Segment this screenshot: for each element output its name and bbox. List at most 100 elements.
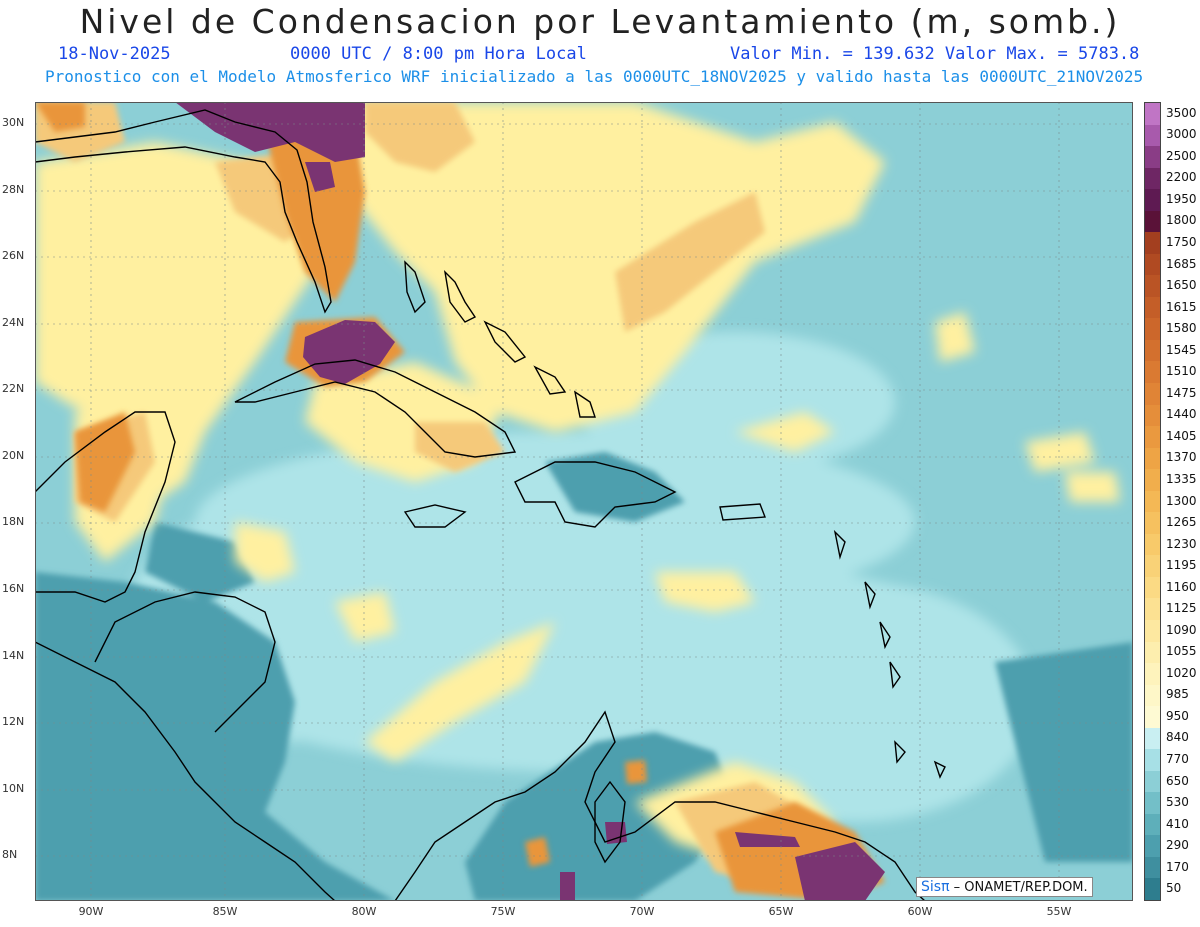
yellow-field <box>35 102 1120 862</box>
colorbar-segment <box>1145 404 1160 427</box>
colorbar-label: 1195 <box>1166 558 1197 573</box>
colorbar-segment <box>1145 447 1160 470</box>
colorbar-label: 1545 <box>1166 342 1197 357</box>
colorbar-segment <box>1145 512 1160 535</box>
colorbar-label: 985 <box>1166 687 1189 702</box>
lat-label: 10N <box>2 782 25 795</box>
colorbar-segment <box>1145 339 1160 362</box>
colorbar-segment <box>1145 641 1160 664</box>
colorbar-segment <box>1145 598 1160 621</box>
map-title: Nivel de Condensacion por Levantamiento … <box>79 2 1121 41</box>
colorbar-label: 1650 <box>1166 278 1197 293</box>
colorbar-segment <box>1145 318 1160 341</box>
lat-label: 12N <box>2 715 25 728</box>
colorbar-label: 1125 <box>1166 601 1197 616</box>
colorbar-segment <box>1145 727 1160 750</box>
colorbar-segment <box>1145 275 1160 298</box>
colorbar-label: 3000 <box>1166 127 1197 142</box>
colorbar-label: 1750 <box>1166 235 1197 249</box>
colorbar-label: 1475 <box>1166 385 1197 400</box>
colorbar-label: 290 <box>1166 838 1189 853</box>
sispi-logo: Sisπ <box>921 879 950 895</box>
colorbar-segment <box>1145 383 1160 406</box>
colorbar-segment <box>1145 296 1160 319</box>
lat-label: 30N <box>2 116 25 129</box>
colorbar-label: 1615 <box>1166 299 1197 314</box>
min-max-label: Valor Min. = 139.632 Valor Max. = 5783.8 <box>730 44 1140 64</box>
colorbar-label: 1510 <box>1166 364 1197 379</box>
colorbar-label: 2500 <box>1166 148 1197 163</box>
colorbar-label: 1800 <box>1166 213 1197 228</box>
colorbar-label: 1265 <box>1166 515 1197 530</box>
colorbar-label: 410 <box>1166 816 1189 831</box>
colorbar-segment <box>1145 490 1160 513</box>
colorbar-label: 1370 <box>1166 450 1197 465</box>
colorbar-label: 170 <box>1166 859 1189 874</box>
colorbar-label: 1160 <box>1166 579 1197 594</box>
colorbar-segment <box>1145 232 1160 255</box>
colorbar-segment <box>1145 253 1160 276</box>
colorbar-segment <box>1145 533 1160 556</box>
colorbar-label: 50 <box>1166 881 1182 896</box>
lat-label: 26N <box>2 249 25 262</box>
colorbar-label: 1230 <box>1166 536 1197 551</box>
lon-label: 65W <box>768 905 794 918</box>
colorbar-label: 1580 <box>1166 321 1197 336</box>
colorbar-label: 1405 <box>1166 428 1197 443</box>
colorbar-label: 1055 <box>1166 644 1197 659</box>
lon-label: 85W <box>212 905 238 918</box>
colorbar-label: 950 <box>1166 708 1189 723</box>
colorbar-segment <box>1145 103 1160 126</box>
colorbar-label: 1300 <box>1166 493 1197 508</box>
colorbar-segment <box>1145 619 1160 642</box>
colorbar-segment <box>1145 813 1160 836</box>
colorbar <box>1144 102 1161 901</box>
colorbar-segment <box>1145 555 1160 578</box>
colorbar-label: 3500 <box>1166 105 1197 120</box>
colorbar-segment <box>1145 426 1160 449</box>
lon-label: 75W <box>490 905 516 918</box>
lon-label: 90W <box>78 905 104 918</box>
colorbar-segment <box>1145 146 1160 169</box>
colorbar-segment <box>1145 792 1160 815</box>
colorbar-segment <box>1145 770 1160 793</box>
lat-label: 8N <box>2 848 18 861</box>
map-canvas <box>35 102 1133 901</box>
colorbar-segment <box>1145 749 1160 772</box>
coastlines <box>35 109 946 901</box>
colorbar-label: 530 <box>1166 795 1189 810</box>
colorbar-segment <box>1145 856 1160 879</box>
colorbar-label: 1020 <box>1166 665 1197 680</box>
lon-label: 80W <box>351 905 377 918</box>
colorbar-segment <box>1145 469 1160 492</box>
credit-text: – ONAMET/REP.DOM. <box>953 880 1088 895</box>
colorbar-segment <box>1145 167 1160 190</box>
lat-label: 24N <box>2 316 25 329</box>
colorbar-label: 840 <box>1166 730 1189 745</box>
colorbar-segment <box>1145 124 1160 147</box>
colorbar-segment <box>1145 189 1160 212</box>
colorbar-label: 650 <box>1166 773 1189 788</box>
colorbar-segment <box>1145 835 1160 858</box>
colorbar-segment <box>1145 878 1160 901</box>
colorbar-label: 1335 <box>1166 471 1197 486</box>
lat-label: 28N <box>2 183 25 196</box>
lon-label: 70W <box>629 905 655 918</box>
lat-label: 14N <box>2 649 25 662</box>
colorbar-segment <box>1145 663 1160 686</box>
lon-label: 55W <box>1046 905 1072 918</box>
colorbar-label: 1440 <box>1166 407 1197 422</box>
lat-label: 16N <box>2 582 25 595</box>
time-label: 0000 UTC / 8:00 pm Hora Local <box>290 44 587 64</box>
map-grid <box>35 102 1133 901</box>
credit-box: Sisπ – ONAMET/REP.DOM. <box>916 877 1093 897</box>
colorbar-label: 1685 <box>1166 256 1197 271</box>
colorbar-label: 770 <box>1166 751 1189 766</box>
lat-label: 20N <box>2 449 25 462</box>
colorbar-segment <box>1145 576 1160 599</box>
lat-label: 18N <box>2 515 25 528</box>
colorbar-segment <box>1145 361 1160 384</box>
colorbar-segment <box>1145 706 1160 729</box>
colorbar-label: 2200 <box>1166 170 1197 185</box>
lat-label: 22N <box>2 382 25 395</box>
